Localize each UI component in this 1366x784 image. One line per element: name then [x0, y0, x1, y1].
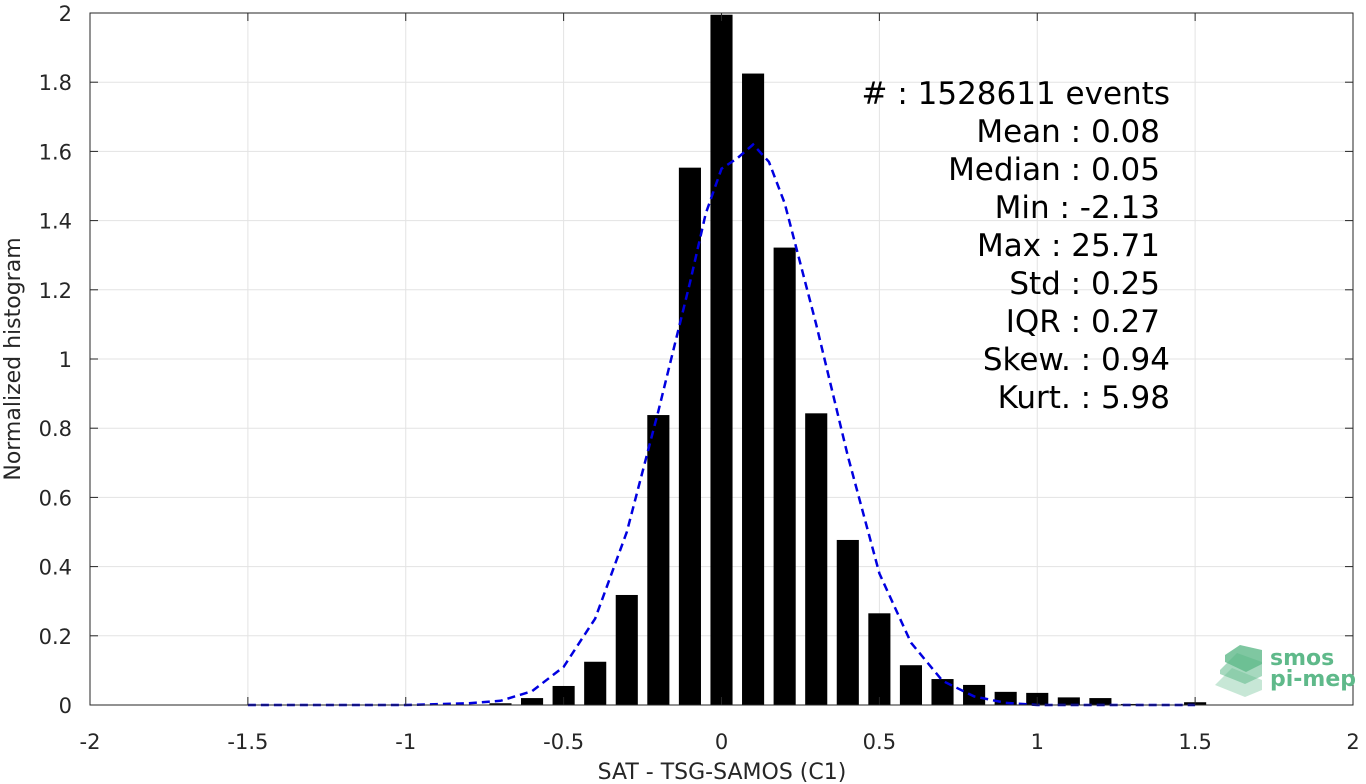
histogram-bars — [489, 14, 1207, 706]
histogram-bar — [489, 703, 512, 705]
y-tick-labels: 0 0.2 0.4 0.6 0.8 1 1.2 1.4 1.6 1.8 2 — [39, 2, 72, 718]
stat-line: IQR : 0.27 — [1006, 304, 1160, 340]
y-tick-label: 0.2 — [39, 625, 72, 649]
axes — [89, 12, 1354, 706]
x-tick-label: -0.5 — [543, 730, 584, 754]
y-tick-label: 0.8 — [39, 417, 72, 441]
histogram-bar — [520, 698, 544, 705]
smos-pimep-logo: smos pi-mep — [1215, 645, 1356, 697]
x-tick-label: 0.5 — [863, 730, 896, 754]
y-tick-label: 0.4 — [39, 556, 72, 580]
histogram-bar — [678, 167, 701, 706]
y-tick-label: 1.2 — [39, 279, 72, 303]
x-tick-label: 0 — [715, 730, 728, 754]
y-axis-label: Normalized histogram — [1, 237, 26, 480]
stat-line: Mean : 0.08 — [976, 114, 1160, 150]
x-tick-label: -1.5 — [227, 730, 268, 754]
y-tick-label: 2 — [59, 2, 72, 26]
stat-line: Median : 0.05 — [948, 152, 1160, 188]
histogram-bar — [710, 14, 733, 706]
x-tick-label: -1 — [395, 730, 416, 754]
stat-line: # : 1528611 events — [862, 76, 1171, 112]
histogram-bar — [647, 415, 670, 705]
histogram-bar — [963, 684, 986, 705]
stat-line: Min : -2.13 — [995, 190, 1160, 226]
logo-text-smos: smos — [1270, 646, 1334, 671]
histogram-bar — [1120, 703, 1144, 705]
y-tick-label: 1.4 — [39, 210, 72, 234]
histogram-bar — [868, 613, 891, 705]
histogram-bar — [742, 73, 765, 706]
logo-layers-icon — [1215, 645, 1262, 697]
histogram-bar — [552, 685, 575, 705]
x-axis-label: SAT - TSG-SAMOS (C1) — [598, 760, 847, 784]
y-tick-label: 1.6 — [39, 140, 72, 164]
y-tick-label: 0.6 — [39, 486, 72, 510]
y-tick-label: 0 — [59, 694, 72, 718]
stat-line: Std : 0.25 — [1009, 266, 1160, 302]
x-tick-label: 1 — [1031, 730, 1044, 754]
histogram-bar — [773, 247, 796, 705]
logo-text-pimep: pi-mep — [1270, 667, 1356, 692]
x-tick-labels: -2 -1.5 -1 -0.5 0 0.5 1 1.5 2 — [80, 730, 1360, 754]
x-tick-label: 2 — [1346, 730, 1359, 754]
y-tick-label: 1 — [59, 348, 72, 372]
histogram-bar — [899, 665, 923, 705]
histogram-bar — [584, 661, 607, 705]
histogram-bar — [1089, 698, 1112, 705]
stat-line: Skew. : 0.94 — [983, 342, 1170, 378]
histogram-bar — [931, 679, 954, 705]
stat-line: Kurt. : 5.98 — [998, 380, 1170, 416]
histogram-bar — [1057, 697, 1080, 705]
stat-line: Max : 25.71 — [977, 228, 1160, 264]
y-tick-label: 1.8 — [39, 71, 72, 95]
histogram-bar — [615, 594, 638, 705]
x-tick-label: 1.5 — [1178, 730, 1211, 754]
histogram-bar — [805, 413, 828, 705]
x-tick-label: -2 — [80, 730, 101, 754]
histogram-bar — [836, 539, 859, 705]
